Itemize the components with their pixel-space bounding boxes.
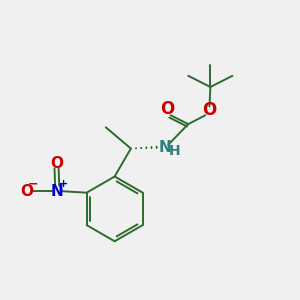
Text: O: O: [20, 184, 33, 199]
Text: N: N: [159, 140, 172, 154]
Text: +: +: [59, 179, 69, 189]
Text: N: N: [51, 184, 64, 199]
Text: H: H: [169, 144, 181, 158]
Text: −: −: [28, 177, 38, 190]
Text: O: O: [202, 101, 217, 119]
Text: O: O: [50, 156, 63, 171]
Text: O: O: [160, 100, 174, 118]
